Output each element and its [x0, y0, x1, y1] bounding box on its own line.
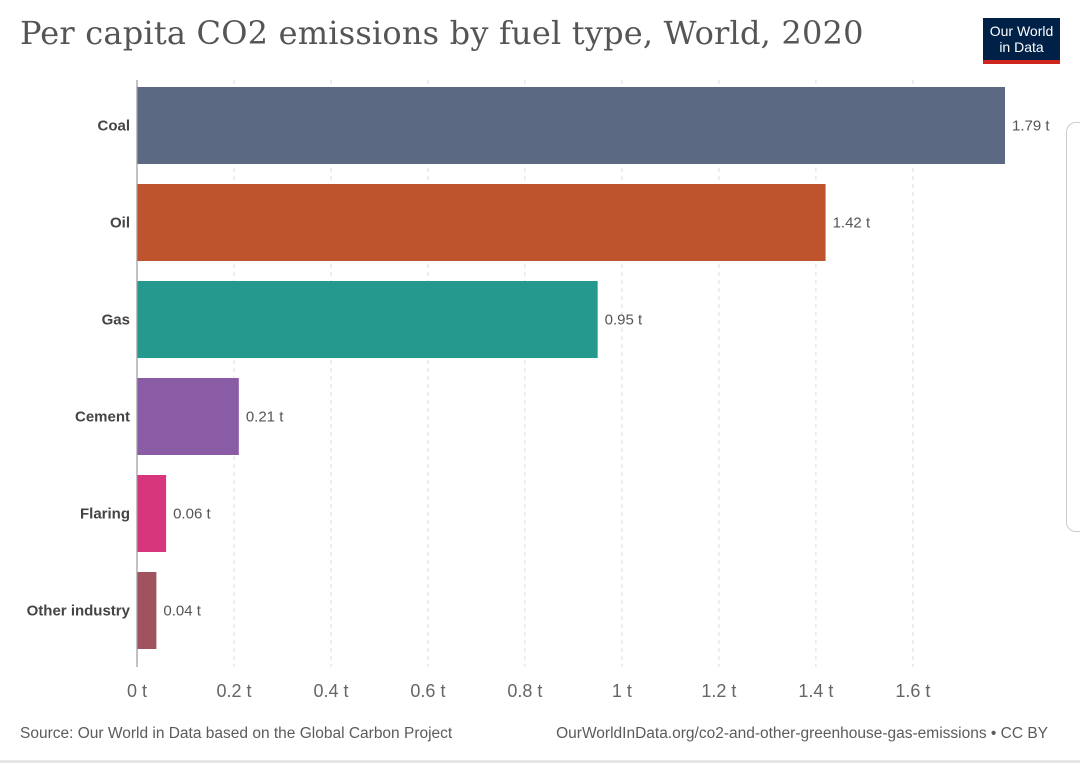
- category-label: Coal: [97, 118, 130, 135]
- x-tick-label: 0.2 t: [216, 681, 251, 701]
- bottom-divider: [0, 760, 1080, 763]
- side-panel-edge: [1066, 122, 1080, 532]
- chart-title: Per capita CO2 emissions by fuel type, W…: [20, 14, 864, 52]
- category-label: Cement: [75, 409, 130, 426]
- category-label: Gas: [102, 312, 130, 329]
- value-label: 1.79 t: [1012, 118, 1050, 135]
- value-label: 1.42 t: [833, 215, 871, 232]
- bar[interactable]: [137, 281, 598, 358]
- x-tick-label: 1.6 t: [895, 681, 930, 701]
- category-label: Flaring: [80, 506, 130, 523]
- x-tick-label: 1 t: [612, 681, 632, 701]
- logo-line-1: Our World: [989, 23, 1054, 39]
- owid-logo[interactable]: Our World in Data: [983, 18, 1060, 64]
- value-label: 0.21 t: [246, 409, 284, 426]
- x-tick-label: 0.4 t: [313, 681, 348, 701]
- grid-lines: [233, 80, 914, 667]
- bar[interactable]: [137, 184, 826, 261]
- source-url[interactable]: OurWorldInData.org/co2-and-other-greenho…: [556, 725, 1048, 742]
- bar-chart: Coal 1.79 t Oil 1.42 t Gas 0.95 t Cement 0.21 t…: [27, 80, 1050, 701]
- category-label: Oil: [110, 215, 130, 232]
- x-tick-label: 0.8 t: [507, 681, 542, 701]
- bar[interactable]: [137, 572, 157, 649]
- value-label: 0.04 t: [163, 603, 201, 620]
- x-tick-label: 1.2 t: [701, 681, 736, 701]
- value-label: 0.06 t: [173, 506, 211, 523]
- bar[interactable]: [137, 87, 1005, 164]
- bars: Coal 1.79 t Oil 1.42 t Gas 0.95 t Cement 0.21 t…: [27, 87, 1050, 649]
- x-axis: 0 t 0.2 t 0.4 t 0.6 t 0.8 t 1 t 1.2 t 1.4 t 1.6 …: [127, 80, 930, 701]
- bar[interactable]: [137, 475, 167, 552]
- category-label: Other industry: [27, 603, 131, 620]
- x-tick-label: 1.4 t: [798, 681, 833, 701]
- source-note: Source: Our World in Data based on the G…: [20, 725, 453, 742]
- value-label: 0.95 t: [605, 312, 643, 329]
- x-tick-label: 0 t: [127, 681, 147, 701]
- x-tick-label: 0.6 t: [410, 681, 445, 701]
- logo-line-2: in Data: [999, 39, 1044, 55]
- bar[interactable]: [137, 378, 239, 455]
